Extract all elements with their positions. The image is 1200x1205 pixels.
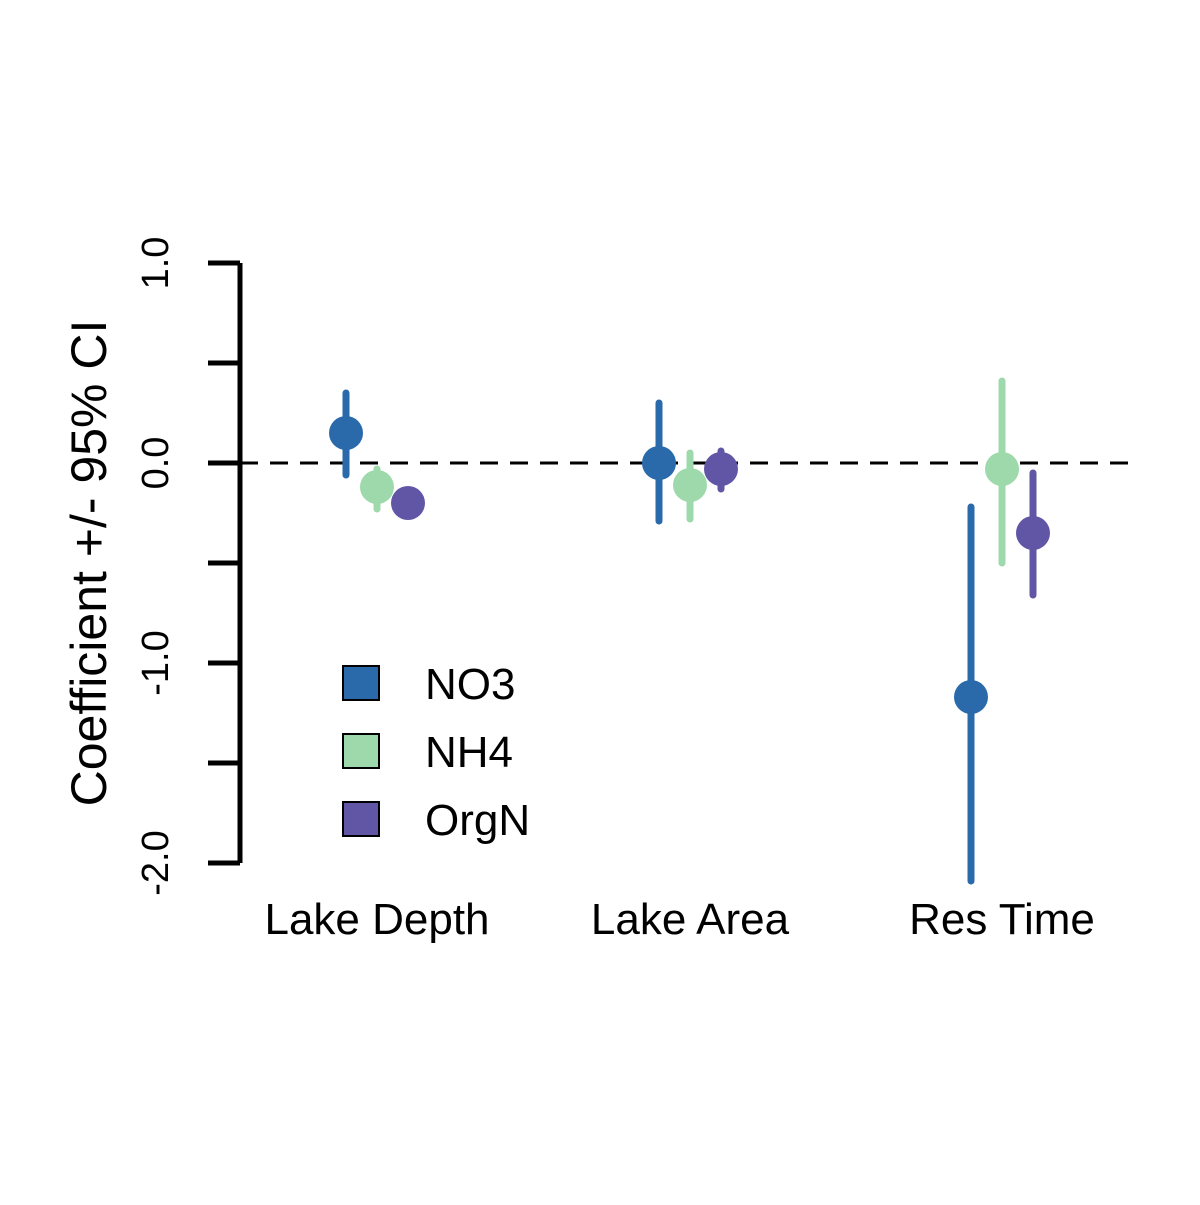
legend-swatch (342, 665, 380, 701)
estimate-point (673, 468, 707, 502)
estimate-point (329, 416, 363, 450)
data-series (329, 377, 1050, 885)
legend-item: OrgN (342, 796, 530, 845)
x-category-label: Lake Area (591, 895, 790, 944)
y-axis: -2.0 -1.0 0.0 1.0 (135, 237, 243, 896)
estimate-point (1016, 516, 1050, 550)
estimate-point (954, 680, 988, 714)
y-tick-label: 1.0 (135, 237, 177, 290)
estimate-point (985, 452, 1019, 486)
y-tick-label: -1.0 (135, 630, 177, 695)
x-category-labels: Lake Depth Lake Area Res Time (264, 895, 1094, 944)
y-axis-label: Coefficient +/- 95% CI (61, 320, 117, 807)
legend-swatch (342, 801, 380, 837)
legend-item: NH4 (342, 728, 513, 777)
y-tick-label: -2.0 (135, 830, 177, 895)
legend-swatch (342, 733, 380, 769)
estimate-point (360, 470, 394, 504)
legend: NO3 NH4 OrgN (342, 660, 530, 845)
legend-item: NO3 (342, 660, 515, 709)
x-category-label: Res Time (909, 895, 1095, 944)
y-tick-label: 0.0 (135, 437, 177, 490)
series-no3 (329, 389, 988, 885)
estimate-point (642, 446, 676, 480)
legend-label: NH4 (425, 728, 513, 777)
estimate-point (704, 452, 738, 486)
legend-label: OrgN (425, 796, 530, 845)
estimate-point (391, 486, 425, 520)
x-category-label: Lake Depth (264, 895, 489, 944)
series-nh4 (360, 377, 1019, 567)
series-orgn (391, 447, 1050, 599)
legend-label: NO3 (425, 660, 515, 709)
